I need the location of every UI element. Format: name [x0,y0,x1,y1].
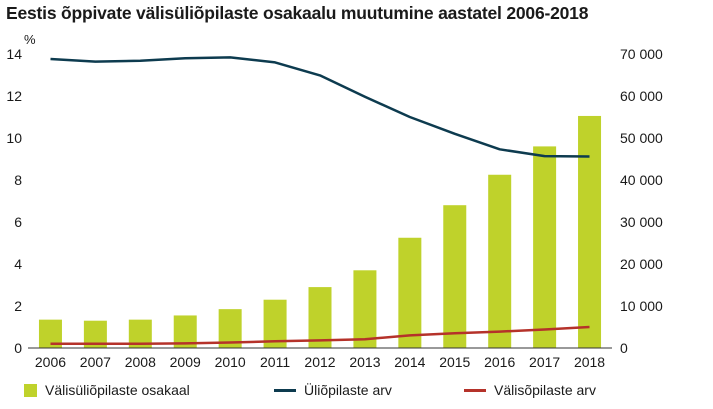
left-tick-label: 12 [6,88,22,104]
x-tick-label: 2009 [170,354,201,370]
left-tick-label: 10 [6,130,22,146]
x-tick-label: 2018 [574,354,605,370]
series-line [50,325,590,346]
left-tick-label: 4 [14,256,22,272]
x-tick-label: 2012 [304,354,335,370]
right-tick-label: 30 000 [620,214,663,230]
right-tick-label: 40 000 [620,172,663,188]
bar-series [38,115,602,348]
left-tick-label: 0 [14,340,22,356]
left-tick-label: 6 [14,214,22,230]
x-tick-label: 2016 [484,354,515,370]
bar [533,146,557,348]
chart-area: 0 2 4 6 8 10 12 14% 0 10 000 20 000 30 000 40 000 50… [6,32,663,370]
bar [488,174,512,348]
bar [173,315,197,348]
bar [83,320,107,348]
right-tick-label: 0 [620,340,628,356]
legend-label: Üliõpilaste arv [304,382,392,398]
bar [128,319,152,348]
right-tick-label: 60 000 [620,88,663,104]
x-axis: 2006 2007 2008 2009 2010 2011 2012 2013 2014 2015… [28,347,612,370]
bar [398,237,422,348]
right-tick-label: 10 000 [620,298,663,314]
x-tick-label: 2014 [394,354,425,370]
bar [308,287,332,348]
x-tick-label: 2008 [125,354,156,370]
legend-swatch-line [464,388,486,392]
x-tick-label: 2007 [80,354,111,370]
legend-item-students: Üliõpilaste arv [274,382,392,398]
left-tick-label: 2 [14,298,22,314]
bar [263,299,287,348]
legend-item-foreign: Välisõpilaste arv [464,382,596,398]
x-tick-label: 2017 [529,354,560,370]
chart-title: Eestis õppivate välisüliõpilaste osakaal… [6,3,589,23]
x-tick-label: 2015 [439,354,470,370]
left-tick-label: 8 [14,172,22,188]
legend-swatch-line [274,388,296,392]
x-tick-label: 2013 [349,354,380,370]
legend-label: Välisüliõpilaste osakaal [45,382,190,398]
x-tick-label: 2011 [260,354,290,370]
legend: Välisüliõpilaste osakaal Üliõpilaste arv… [0,382,713,406]
left-axis: 0 2 4 6 8 10 12 14% [6,32,36,356]
bar [578,115,602,348]
bar [218,309,242,348]
bar [38,319,62,348]
x-tick-label: 2006 [35,354,66,370]
right-tick-label: 70 000 [620,46,663,62]
legend-label: Välisõpilaste arv [494,382,596,398]
left-axis-unit: % [24,32,36,47]
bar [443,205,467,348]
right-tick-label: 50 000 [620,130,663,146]
line-series [50,56,590,346]
right-axis: 0 10 000 20 000 30 000 40 000 50 000 60 000 70 … [620,46,663,356]
legend-swatch-bar [24,383,37,397]
legend-item-bars: Välisüliõpilaste osakaal [24,382,190,398]
right-tick-label: 20 000 [620,256,663,272]
x-tick-label: 2010 [215,354,246,370]
left-tick-label: 14 [6,46,22,62]
series-line [50,56,590,158]
bar [353,270,377,348]
